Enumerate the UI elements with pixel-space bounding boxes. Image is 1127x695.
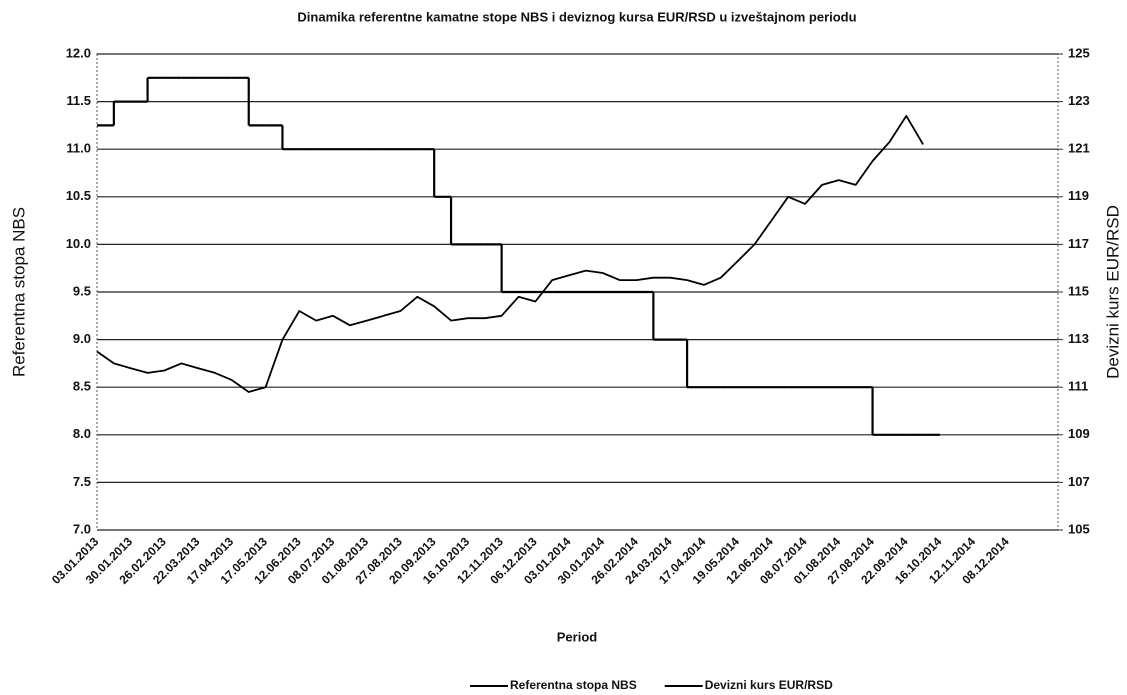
y2-tick-label: 117 bbox=[1068, 236, 1089, 251]
y-tick-label: 7.0 bbox=[73, 521, 91, 536]
y2-axis-label: Devizni kurs EUR/RSD bbox=[1103, 205, 1122, 379]
y-tick-label: 10.5 bbox=[66, 188, 91, 203]
y-tick-label: 11.0 bbox=[66, 141, 91, 156]
y-axis-label: Referentna stopa NBS bbox=[9, 207, 28, 377]
y2-tick-label: 123 bbox=[1068, 93, 1090, 108]
y2-tick-label: 113 bbox=[1068, 331, 1089, 346]
y2-tick-label: 109 bbox=[1068, 426, 1090, 441]
y-tick-label: 11.5 bbox=[66, 93, 91, 108]
y2-tick-label: 115 bbox=[1068, 283, 1089, 298]
legend-label: Devizni kurs EUR/RSD bbox=[705, 678, 833, 692]
y-tick-label: 9.5 bbox=[73, 283, 91, 298]
y2-tick-label: 119 bbox=[1068, 188, 1089, 203]
y-tick-label: 7.5 bbox=[73, 474, 91, 489]
y-tick-label: 12.0 bbox=[66, 45, 91, 60]
y2-tick-label: 121 bbox=[1068, 141, 1090, 156]
y-tick-label: 9.0 bbox=[73, 331, 91, 346]
y-tick-label: 8.5 bbox=[73, 379, 91, 394]
series-line bbox=[96, 115, 924, 393]
y2-tick-label: 105 bbox=[1068, 521, 1090, 536]
legend-label: Referentna stopa NBS bbox=[510, 678, 637, 692]
y2-tick-label: 111 bbox=[1068, 379, 1088, 394]
chart-title: Dinamika referentne kamatne stope NBS i … bbox=[297, 9, 856, 24]
y-tick-label: 10.0 bbox=[66, 236, 91, 251]
x-axis-label: Period bbox=[557, 629, 598, 644]
y2-tick-label: 125 bbox=[1068, 45, 1090, 60]
y-tick-label: 8.0 bbox=[73, 426, 91, 441]
y2-tick-label: 107 bbox=[1068, 474, 1090, 489]
